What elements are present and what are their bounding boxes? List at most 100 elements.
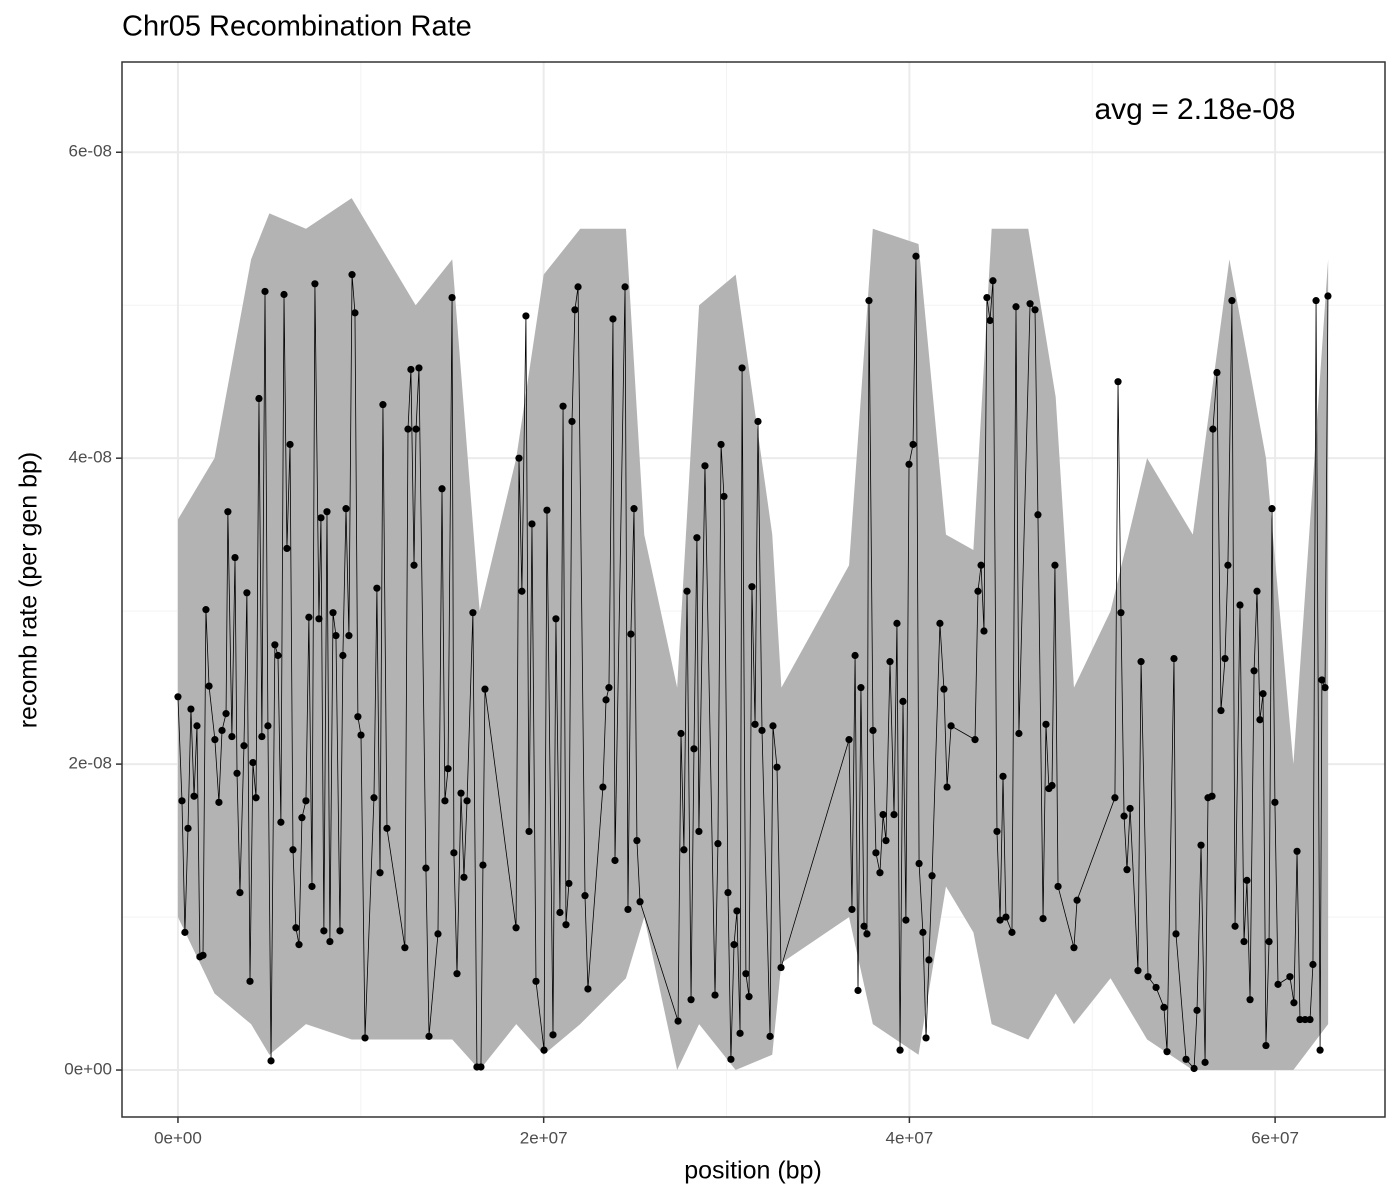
- data-point: [611, 856, 619, 865]
- data-point: [636, 898, 644, 906]
- data-point: [1217, 706, 1225, 715]
- data-point: [271, 641, 279, 649]
- data-point: [425, 1032, 433, 1040]
- data-point: [410, 561, 418, 569]
- data-point: [1170, 654, 1178, 663]
- data-point: [845, 736, 853, 744]
- data-point: [190, 792, 198, 800]
- x-tick-label: 0e+00: [154, 1128, 202, 1147]
- data-point: [277, 818, 285, 826]
- data-point: [376, 869, 384, 877]
- data-point: [879, 810, 887, 819]
- data-point: [1201, 1058, 1209, 1066]
- y-tick-label: 6e-08: [69, 142, 112, 161]
- data-point: [1265, 937, 1273, 946]
- data-point: [556, 908, 564, 917]
- data-point: [1134, 967, 1142, 975]
- data-point: [295, 941, 303, 949]
- data-point: [1137, 658, 1145, 666]
- data-point: [674, 1017, 682, 1025]
- data-point: [280, 290, 288, 299]
- data-point: [224, 508, 232, 516]
- data-point: [236, 889, 244, 897]
- data-point: [292, 924, 300, 932]
- data-point: [983, 293, 991, 302]
- data-point: [1117, 609, 1125, 617]
- data-point: [1274, 980, 1282, 988]
- data-point: [905, 460, 913, 468]
- y-axis-title: recomb rate (per gen bp): [15, 452, 43, 729]
- data-point: [851, 651, 859, 660]
- data-point: [1209, 425, 1217, 433]
- data-point: [609, 315, 617, 323]
- data-point: [996, 916, 1004, 924]
- data-point: [1163, 1048, 1171, 1056]
- data-point: [1324, 292, 1332, 300]
- data-point: [1123, 866, 1131, 874]
- data-point: [1144, 973, 1152, 981]
- data-point: [599, 783, 607, 791]
- data-point: [448, 293, 456, 302]
- data-point: [379, 401, 387, 409]
- data-point: [1293, 847, 1301, 855]
- data-point: [912, 252, 920, 260]
- data-point: [444, 765, 452, 773]
- data-point: [286, 440, 294, 449]
- data-point: [947, 722, 955, 730]
- data-point: [311, 280, 319, 288]
- data-point: [677, 729, 685, 738]
- data-point: [711, 991, 719, 999]
- data-point: [479, 861, 487, 869]
- data-point: [401, 944, 409, 952]
- data-point: [633, 836, 641, 845]
- data-point: [701, 462, 709, 470]
- data-point: [602, 696, 610, 704]
- data-point: [1259, 690, 1267, 698]
- data-point: [922, 1034, 930, 1042]
- data-point: [1054, 882, 1062, 891]
- data-point: [1250, 667, 1258, 675]
- data-point: [936, 619, 944, 627]
- data-point: [1042, 720, 1050, 728]
- data-point: [348, 271, 356, 279]
- data-point: [354, 713, 362, 721]
- data-point: [882, 836, 890, 845]
- data-point: [450, 849, 458, 857]
- data-point: [522, 312, 530, 320]
- data-point: [320, 927, 328, 935]
- data-point: [1306, 1015, 1314, 1024]
- data-point: [909, 440, 917, 449]
- data-point: [308, 882, 316, 891]
- data-point: [373, 584, 381, 592]
- data-point: [240, 742, 248, 750]
- data-point: [199, 951, 207, 959]
- data-point: [886, 658, 894, 666]
- data-point: [896, 1046, 904, 1054]
- data-point: [249, 758, 257, 767]
- data-point: [543, 506, 551, 514]
- data-point: [211, 736, 219, 744]
- data-point: [332, 632, 340, 640]
- data-point: [228, 732, 236, 741]
- data-point: [977, 561, 985, 569]
- data-point: [893, 619, 901, 627]
- data-point: [1290, 999, 1298, 1007]
- data-point: [255, 394, 263, 403]
- data-point: [187, 705, 195, 713]
- data-point: [481, 685, 489, 693]
- data-point: [999, 772, 1007, 780]
- data-point: [1034, 511, 1042, 519]
- data-point: [1316, 1046, 1324, 1054]
- data-point: [264, 722, 272, 730]
- data-point: [683, 587, 691, 595]
- data-point: [518, 587, 526, 595]
- data-point: [693, 534, 701, 542]
- data-point: [584, 985, 592, 993]
- data-point: [181, 928, 189, 936]
- data-point: [1262, 1041, 1270, 1050]
- data-point: [1318, 676, 1326, 684]
- data-point: [720, 492, 728, 501]
- data-point: [233, 769, 241, 777]
- data-point: [1051, 561, 1059, 569]
- data-point: [581, 892, 589, 900]
